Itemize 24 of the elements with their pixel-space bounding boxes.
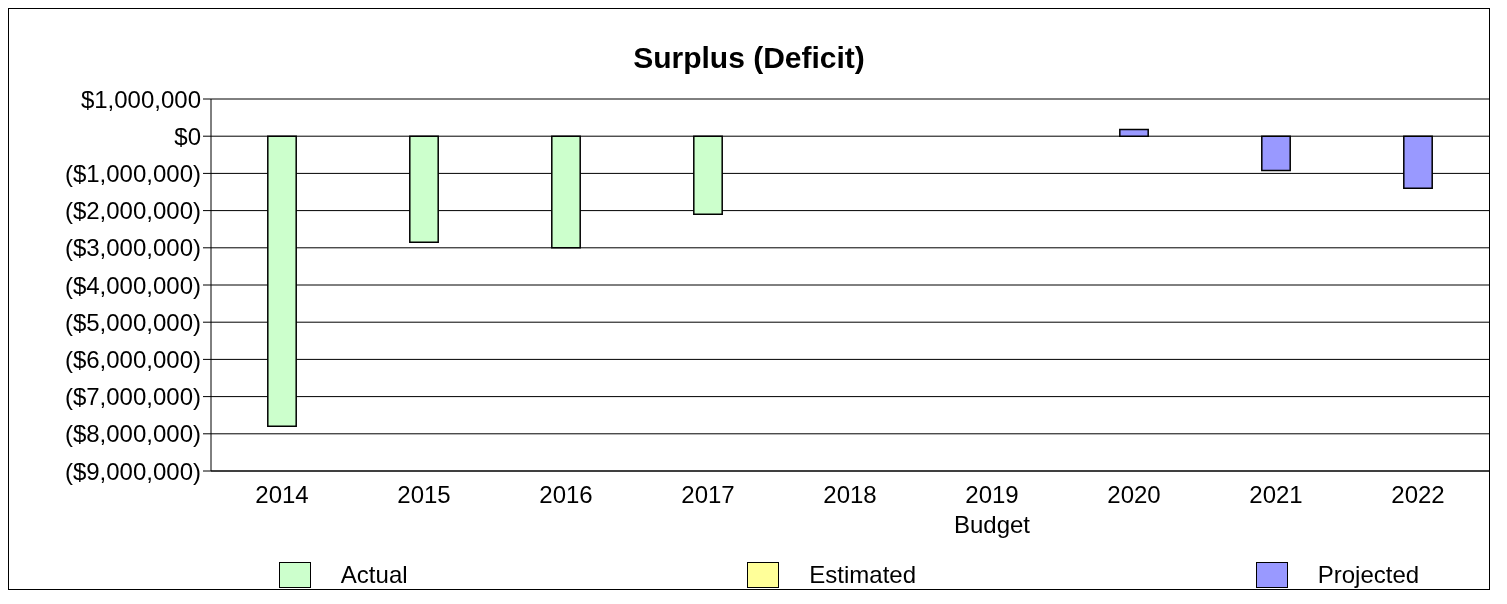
y-tick-label: ($8,000,000) bbox=[64, 420, 201, 448]
x-tick-label: 2021 bbox=[1249, 481, 1303, 508]
legend-label: Estimated bbox=[809, 561, 916, 589]
y-tick-label: ($3,000,000) bbox=[64, 234, 201, 262]
y-tick-label: $0 bbox=[174, 122, 201, 150]
x-tick-label: 2020 bbox=[1107, 481, 1161, 508]
legend-label: Actual bbox=[340, 561, 408, 589]
y-tick-label: ($4,000,000) bbox=[64, 271, 201, 299]
x-tick-label: 2014 bbox=[255, 481, 309, 508]
x-tick-label: 2017 bbox=[681, 481, 735, 508]
y-tick-label: ($5,000,000) bbox=[64, 308, 201, 336]
y-tick-label: ($2,000,000) bbox=[64, 197, 201, 225]
x-tick-label: 2018 bbox=[823, 481, 877, 508]
x-tick-label: 2019 Budget bbox=[953, 481, 1031, 538]
x-tick-label: 2016 bbox=[539, 481, 593, 508]
y-tick-label: ($9,000,000) bbox=[64, 457, 201, 485]
x-tick-label: 2022 bbox=[1391, 481, 1445, 508]
y-tick-label: ($1,000,000) bbox=[64, 159, 201, 187]
x-tick-label: 2015 bbox=[397, 481, 451, 508]
y-tick-label: $1,000,000 bbox=[80, 85, 201, 113]
y-tick-label: ($6,000,000) bbox=[64, 345, 201, 373]
chart-title: Surplus (Deficit) bbox=[632, 41, 866, 75]
legend-label: Projected bbox=[1317, 561, 1420, 589]
y-tick-label: ($7,000,000) bbox=[64, 383, 201, 411]
